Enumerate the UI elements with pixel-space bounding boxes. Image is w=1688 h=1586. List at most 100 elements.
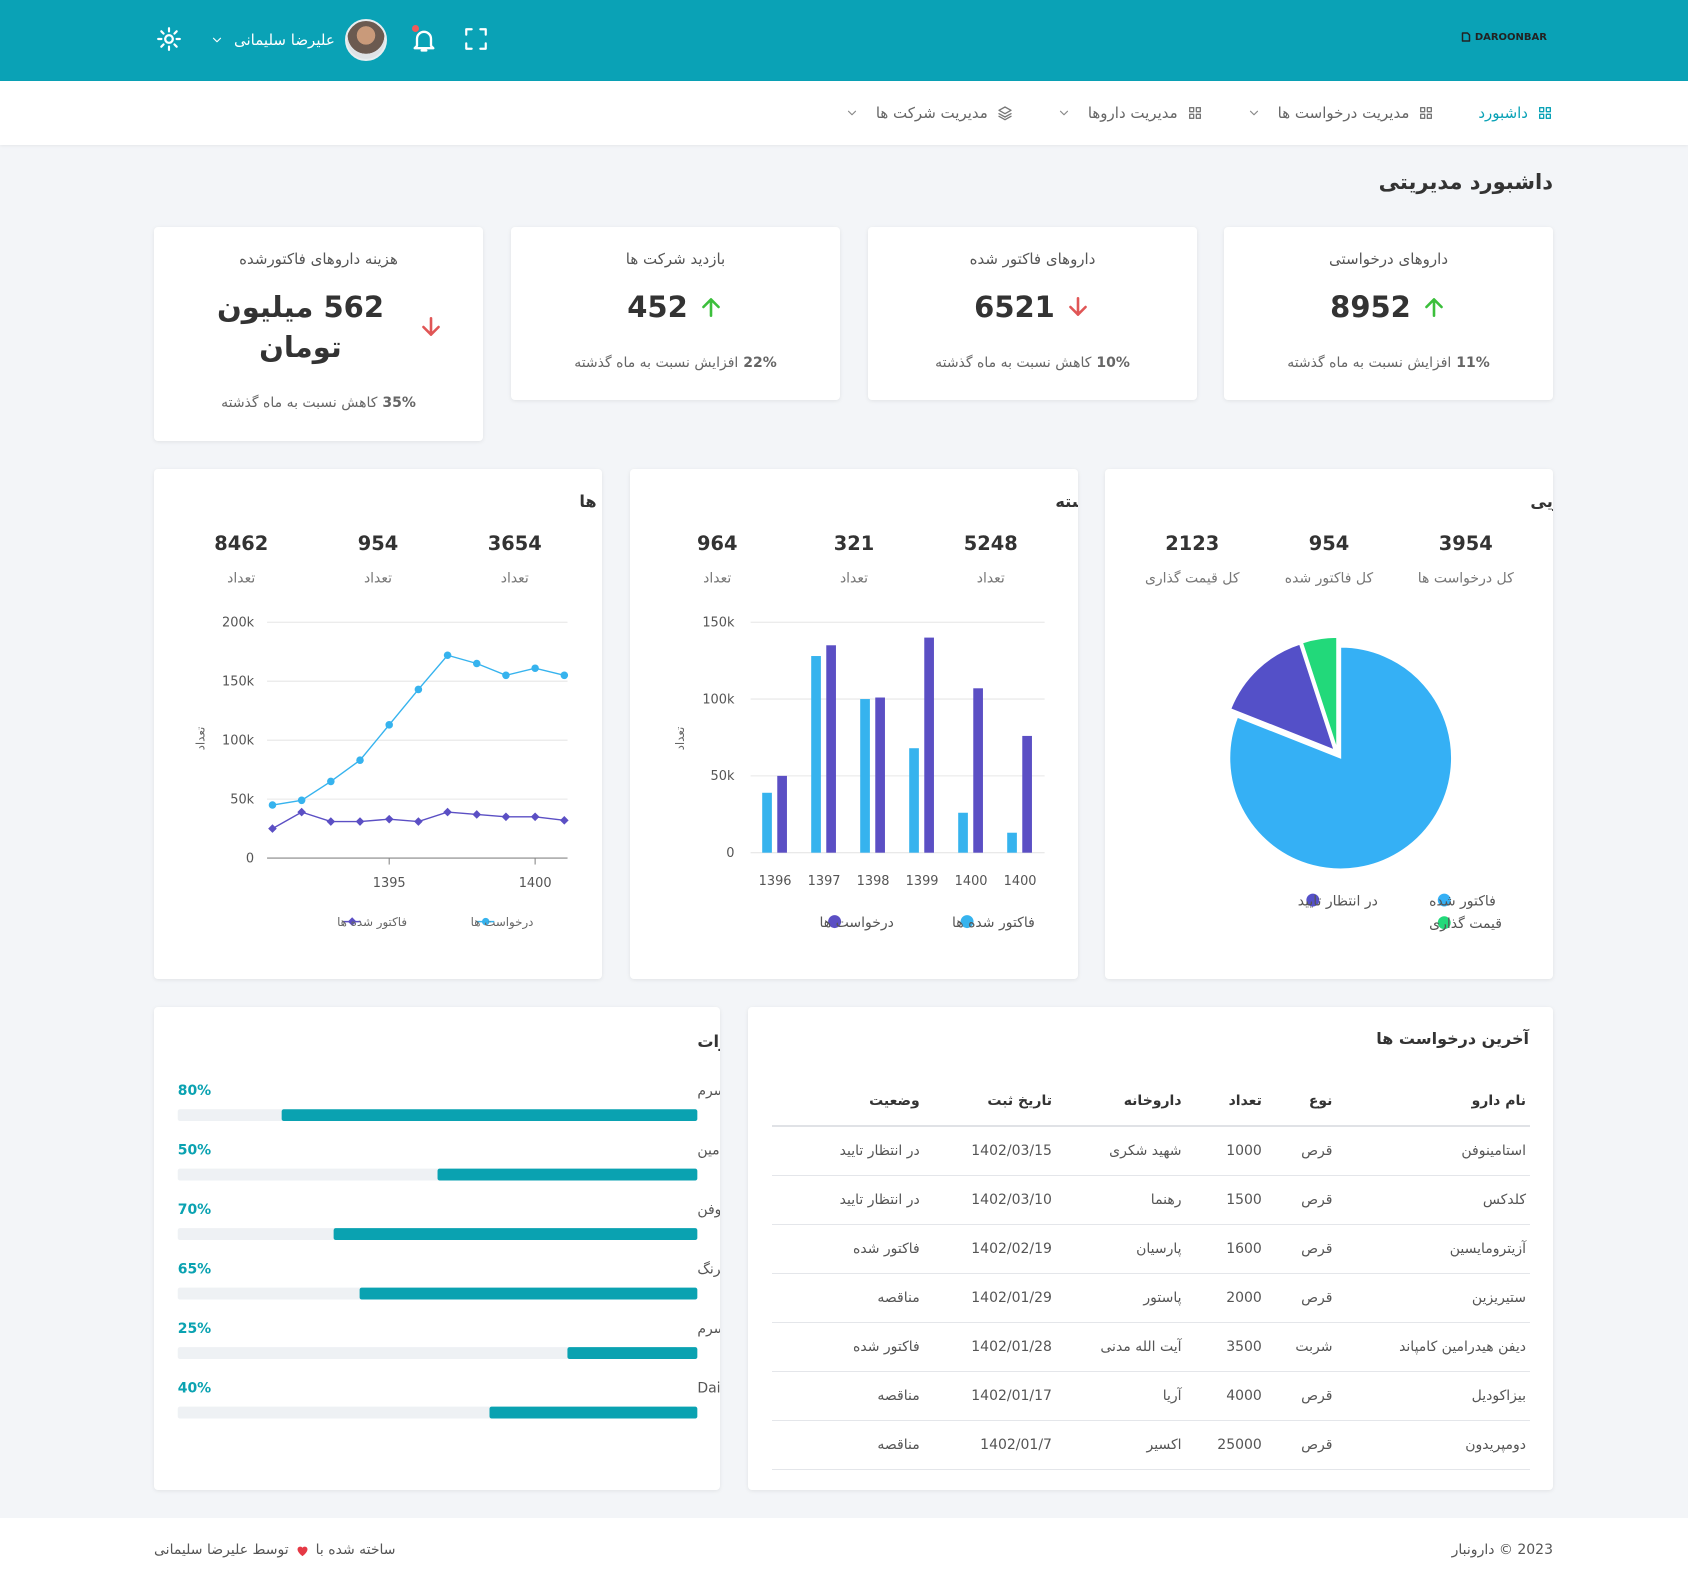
table-cell: رهنما bbox=[1055, 1175, 1186, 1225]
stat-value-row: 452 bbox=[627, 287, 724, 327]
table-cell: قرص bbox=[1265, 1273, 1337, 1323]
y-tick-label: 50k bbox=[230, 792, 254, 807]
nav-chevron bbox=[1059, 110, 1068, 116]
bell-icon-shape bbox=[413, 30, 435, 52]
point bbox=[414, 817, 423, 826]
table-card: آخرین درخواست ها نام دارو نوع تعداد داروخانه… bbox=[748, 1007, 1553, 1490]
summary-label: تعداد bbox=[703, 570, 731, 586]
table-cell: مناقصه bbox=[772, 1273, 924, 1323]
stat-title: بازدید شرکت ها bbox=[625, 250, 726, 268]
nav-bar: داشبورد مدیریت درخواست ها مدیریت داروها مدی… bbox=[0, 81, 1688, 145]
table-cell: 1402/02/19 bbox=[923, 1224, 1056, 1274]
column-header: نوع bbox=[1265, 1077, 1337, 1127]
column-header: تاریخ ثبت bbox=[923, 1077, 1056, 1127]
orders-chart: حد سفارش دارو/تجهیزات 80% سرم 50% آنتی هستام… bbox=[177, 1032, 900, 1419]
table-cell: 1402/03/10 bbox=[923, 1175, 1056, 1225]
avatar bbox=[344, 19, 387, 61]
table-title: آخرین درخواست ها bbox=[1376, 1029, 1529, 1048]
legend-marker bbox=[481, 917, 490, 926]
stat-note: 10% کاهش نسبت به ماه گذشته bbox=[935, 353, 1130, 373]
point bbox=[385, 721, 393, 729]
trend-arrow-shape bbox=[1068, 297, 1087, 316]
stat-card: داروهای فاکتور شده 6521 10% کاهش نسبت به ما… bbox=[868, 227, 1197, 400]
nav-icon-shape bbox=[1188, 107, 1201, 119]
settings-icon[interactable] bbox=[156, 26, 182, 52]
table-header-row: نام دارو نوع تعداد داروخانه تاریخ ثبت وضعیت bbox=[772, 1077, 1530, 1127]
progress-name: سرم bbox=[697, 1083, 720, 1099]
nav-item[interactable]: مدیریت شرکت ها bbox=[845, 104, 1013, 122]
stat-note: 35% کاهش نسبت به ماه گذشته bbox=[221, 393, 416, 413]
stat-value-row: 8952 bbox=[1330, 287, 1447, 327]
nav-chevron-shape bbox=[1249, 110, 1258, 116]
nav-item[interactable]: مدیریت درخواست ها bbox=[1247, 104, 1435, 122]
point bbox=[472, 659, 481, 668]
bar bbox=[909, 748, 919, 853]
progress-name: استامینوفن bbox=[697, 1202, 720, 1218]
x-tick-label: 1400 bbox=[519, 876, 552, 891]
pie-slice bbox=[1230, 643, 1335, 751]
bar bbox=[826, 645, 836, 853]
point bbox=[560, 671, 569, 680]
chart-card: تعداد فاکتور شده ها 3654 تعداد 954 تعداد 8462… bbox=[154, 469, 739, 979]
progress-bar bbox=[437, 1168, 698, 1181]
table-cell: ستیریزین bbox=[1336, 1273, 1530, 1323]
nav-item[interactable]: داشبورد bbox=[1478, 104, 1553, 122]
nav-item[interactable]: مدیریت داروها bbox=[1057, 104, 1203, 122]
chart-card: درخواست و فاکتور سال های گذشته 5248 تعداد 3… bbox=[630, 469, 1342, 979]
bar bbox=[777, 775, 787, 853]
bell-icon bbox=[413, 30, 435, 52]
stat-card: داروهای درخواستی 8952 11% افزایش نسبت به ما… bbox=[1224, 227, 1553, 400]
table-row: استامینوفن قرص 1000 شهید شکری 1402/03/15 در ا… bbox=[772, 1126, 1530, 1176]
footer-copyright: 2023 © دارونبار bbox=[1451, 1542, 1553, 1558]
point bbox=[472, 810, 482, 819]
chart-title: درخواست و فاکتور سال های گذشته bbox=[1055, 492, 1078, 511]
table-cell: آیت الله مدنی bbox=[1055, 1322, 1186, 1372]
trend-arrow-shape bbox=[701, 298, 720, 317]
bar bbox=[1007, 832, 1017, 853]
point bbox=[355, 817, 365, 826]
stat-change: 35% bbox=[382, 395, 416, 411]
table-cell: 4000 bbox=[1185, 1371, 1266, 1421]
heart-icon bbox=[297, 1546, 308, 1556]
table-cell: پاستور bbox=[1055, 1273, 1186, 1323]
legend-label: فاکتور شده ها bbox=[337, 915, 407, 930]
legend-marker bbox=[828, 915, 842, 929]
fullscreen-icon[interactable] bbox=[463, 26, 489, 52]
stat-value: 562 میلیون تومان bbox=[216, 290, 385, 364]
legend-label: درخواست ها bbox=[820, 915, 894, 931]
pie-slice bbox=[1229, 646, 1453, 870]
column-header: تعداد bbox=[1185, 1077, 1266, 1127]
chart-title: تعداد فاکتور شده ها bbox=[579, 492, 602, 511]
table-cell: در انتظار تایید bbox=[772, 1175, 924, 1225]
user-menu[interactable]: علیرضا سلیمانی bbox=[210, 19, 387, 61]
bar bbox=[875, 697, 885, 853]
progress-bar bbox=[333, 1228, 698, 1241]
table-cell: دومپریدون bbox=[1336, 1420, 1530, 1470]
summary-label: تعداد bbox=[977, 570, 1005, 586]
bar bbox=[958, 812, 968, 853]
table-row: دیفن هیدرامین کامپاند شربت 3500 آیت الله مد… bbox=[772, 1322, 1530, 1372]
nav-icon bbox=[1539, 107, 1551, 119]
x-tick-label: 1398 bbox=[857, 874, 890, 889]
table-cell: 1600 bbox=[1185, 1224, 1266, 1274]
table-cell: پارسیان bbox=[1055, 1224, 1186, 1274]
table-cell: آریا bbox=[1055, 1371, 1186, 1421]
legend-label: فاکتور شده ها bbox=[952, 915, 1035, 931]
table-cell: شهید شکری bbox=[1055, 1126, 1186, 1176]
bar bbox=[811, 656, 821, 853]
x-tick-label: 1400 bbox=[955, 874, 988, 889]
column-header: وضعیت bbox=[772, 1077, 924, 1127]
orders-title: حد سفارش دارو/تجهیزات bbox=[697, 1032, 720, 1051]
table-cell: 1402/01/17 bbox=[923, 1371, 1056, 1421]
point bbox=[327, 777, 335, 786]
top-bar: علیرضا سلیمانی DAROONBAR bbox=[0, 0, 1688, 81]
table-cell: قرص bbox=[1265, 1126, 1337, 1176]
notifications[interactable] bbox=[410, 25, 438, 54]
point bbox=[414, 685, 423, 694]
stat-note-text: افزایش نسبت به ماه گذشته bbox=[574, 355, 739, 371]
y-axis-label: تعداد bbox=[673, 727, 687, 751]
stat-change: 11% bbox=[1456, 355, 1490, 371]
table-cell: قرص bbox=[1265, 1371, 1337, 1421]
nav-label: مدیریت شرکت ها bbox=[875, 104, 988, 122]
x-tick-label: 1396 bbox=[759, 874, 792, 889]
